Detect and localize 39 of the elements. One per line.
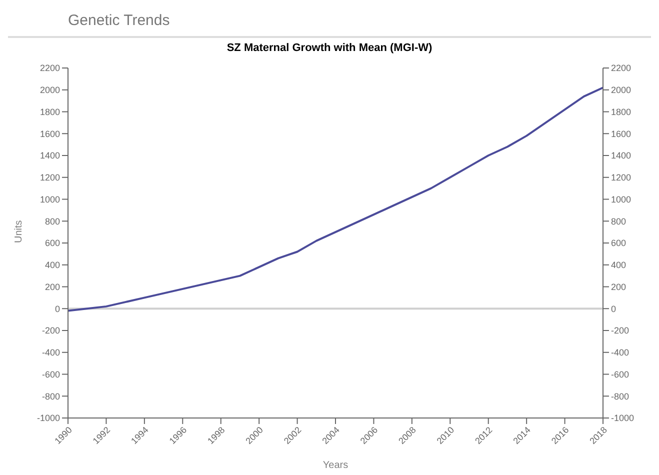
y2-tick-label: 200 [611,282,626,292]
y-tick-label: 1000 [40,194,60,204]
y-tick-label: 2200 [40,63,60,74]
y-tick-label: 200 [44,282,60,292]
y2-tick-label: -200 [611,326,630,336]
y-tick-label: 600 [44,238,60,248]
y-tick-label: -200 [42,326,60,336]
y2-tick-label: -600 [611,369,630,380]
y2-tick-label: 1400 [611,150,632,161]
y2-tick-label: -800 [611,391,630,402]
y2-tick-label: 1000 [611,194,632,204]
y-tick-label: 1400 [40,150,60,161]
text: Genetic Trends [68,12,170,29]
y-tick-label: 400 [44,260,60,270]
y2-tick-label: 1200 [611,172,632,183]
y2-tick-label: 2200 [611,63,632,74]
y-tick-label: 800 [44,216,60,226]
y-tick-label: 1800 [40,106,60,117]
y2-tick-label: -400 [611,348,630,358]
y2-tick-label: 600 [611,238,626,248]
y-tick-label: 0 [54,304,60,314]
y-tick-label: 1200 [40,172,60,183]
line-series [68,86,603,312]
y-tick-label: 2000 [40,85,60,96]
y-tick-label: 1600 [40,128,60,139]
y-tick-label: -600 [42,369,60,380]
y-tick-label: -400 [42,348,60,358]
y2-tick-label: 1600 [611,128,632,139]
x-axis-title: Years [322,460,348,471]
y-tick-label: -1000 [36,413,60,424]
y2-tick-label: 0 [611,304,616,314]
y2-tick-label: 2000 [611,85,632,96]
y-tick-label: -800 [42,391,60,402]
y2-tick-label: -1000 [611,413,634,424]
y2-tick-label: 800 [611,216,626,226]
chart-title: SZ Maternal Growth with Mean (MGI-W) [226,42,434,54]
y2-tick-label: 1800 [611,106,632,117]
y-axis-title: Units [14,220,25,243]
y2-tick-label: 400 [611,260,626,270]
